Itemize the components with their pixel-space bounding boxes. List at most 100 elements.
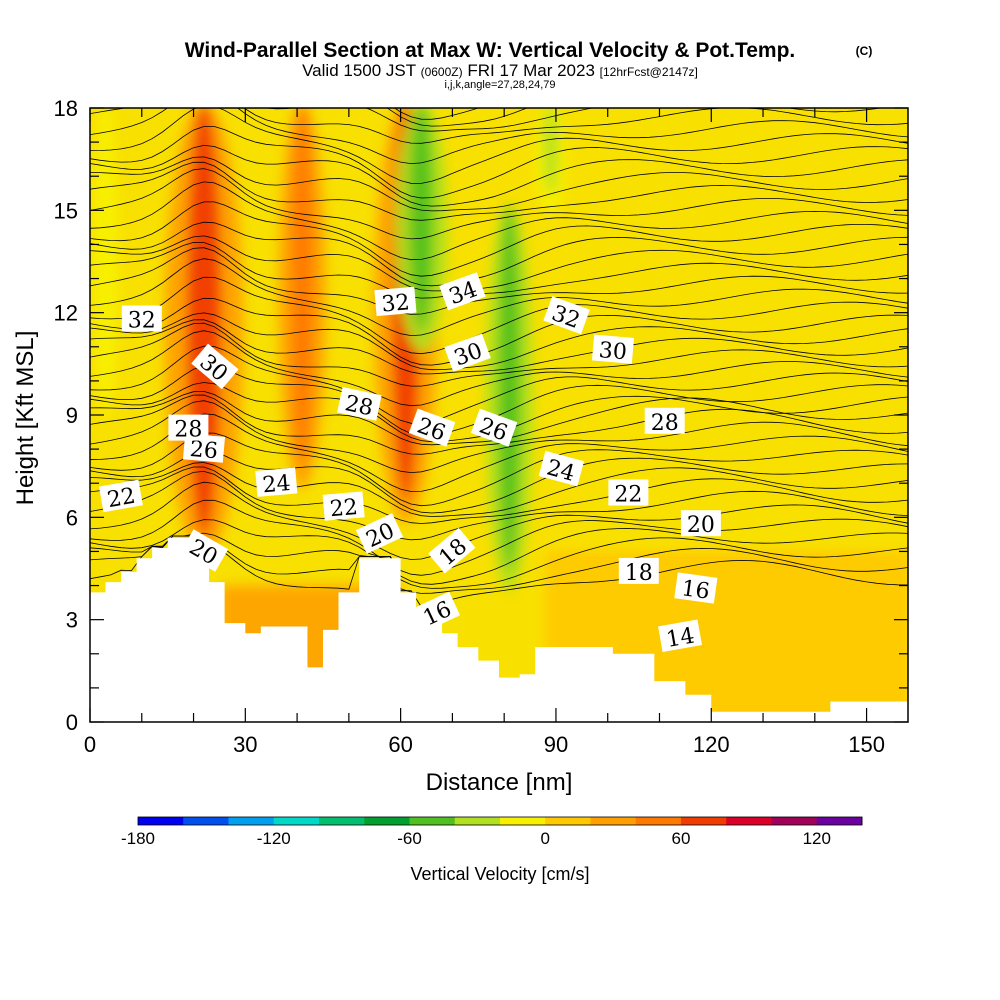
theta-label-box: [121, 305, 162, 332]
theta-label: 20: [680, 510, 721, 538]
theta-label-text: 22: [329, 495, 359, 522]
y-tick-label: 18: [54, 96, 78, 121]
theta-line: [90, 247, 908, 315]
colorbar-swatch: [364, 817, 410, 825]
chart-title: Wind-Parallel Section at Max W: Vertical…: [185, 39, 796, 62]
theta-label-box: [674, 572, 718, 604]
colorbar-frame: [137, 816, 863, 826]
theta-label-text: 22: [614, 483, 642, 508]
theta-label-box: [591, 334, 635, 364]
copyright-mark: (C): [856, 44, 873, 58]
theta-label: 32: [374, 286, 417, 318]
theta-line: [90, 466, 908, 524]
theta-line: [90, 276, 908, 355]
chart-indices: i,j,k,angle=27,28,24,79: [444, 79, 555, 91]
colorbar-swatch: [500, 817, 546, 825]
theta-line: [90, 450, 908, 514]
theta-line: [386, 108, 528, 127]
theta-line: [90, 201, 908, 277]
theta-label-text: 18: [625, 561, 653, 586]
theta-line: [90, 297, 908, 366]
theta-label-box: [680, 510, 721, 537]
theta-label-box: [608, 479, 649, 506]
theta-line: [90, 519, 908, 585]
colorbar-swatch: [681, 817, 727, 825]
theta-label: 26: [470, 408, 518, 447]
theta-label-box: [428, 527, 476, 574]
x-axis-label: Distance [nm]: [426, 769, 573, 796]
colorbar-tick-label: -60: [397, 829, 422, 848]
colorbar-swatch: [228, 817, 275, 825]
theta-line: [90, 432, 908, 507]
theta-label: 22: [98, 479, 143, 513]
theta-line: [90, 322, 908, 387]
terrain-mask: [90, 537, 908, 722]
theta-label: 28: [337, 386, 382, 421]
theta-label-box: [191, 343, 239, 390]
theta-label-text: 26: [189, 437, 219, 464]
theta-line: [90, 161, 908, 221]
theta-label-box: [439, 272, 486, 311]
colorbar-tick-label: 60: [672, 829, 691, 848]
theta-label-box: [180, 529, 229, 572]
theta-line: [90, 91, 908, 107]
y-tick-label: 9: [66, 403, 78, 428]
x-tick-label: 120: [693, 732, 730, 757]
colorbar-swatch: [183, 817, 229, 825]
colorbar-tick-label: 120: [803, 829, 831, 848]
theta-label: 22: [322, 491, 365, 522]
theta-line: [90, 108, 908, 144]
theta-label-text: 28: [174, 418, 202, 443]
x-tick-label: 0: [84, 732, 96, 757]
theta-label: 32: [121, 305, 162, 334]
x-tick-label: 30: [233, 732, 257, 757]
theta-line: [90, 499, 908, 576]
theta-line: [90, 481, 908, 560]
theta-line: [90, 413, 908, 492]
axes: 0 30 60 90 120 150 0 3 6 9 12 15 18: [54, 96, 908, 757]
theta-label-text: 16: [680, 576, 711, 605]
colorbar-swatch: [138, 817, 184, 825]
theta-line: [90, 532, 908, 589]
theta-line: [90, 144, 908, 207]
theta-label-text: 22: [105, 484, 137, 513]
theta-label: 30: [591, 334, 635, 365]
theta-label-box: [408, 408, 456, 447]
theta-label: 14: [658, 619, 702, 653]
colorbar-swatch: [816, 817, 863, 825]
theta-line: [90, 535, 908, 608]
colorbar-swatch: [409, 817, 456, 825]
theta-label-text: 32: [128, 309, 156, 334]
theta-label-box: [618, 557, 659, 584]
w-plume-core: [291, 108, 313, 468]
theta-line: [264, 108, 883, 132]
y-axis-label: Height [Kft MSL]: [12, 331, 39, 506]
theta-line: [90, 330, 908, 407]
theta-label-box: [543, 296, 590, 335]
x-tick-label: 60: [388, 732, 412, 757]
theta-label: 26: [182, 433, 226, 464]
theta-line: [90, 258, 908, 337]
theta-label-text: 20: [687, 513, 715, 538]
theta-label-text: 28: [343, 391, 376, 421]
theta-label: 24: [255, 467, 298, 498]
colorbar-swatch: [319, 817, 365, 825]
theta-label-box: [538, 450, 585, 487]
theta-label-text: 24: [261, 471, 291, 498]
subtitle-date: FRI 17 Mar 2023: [467, 61, 595, 80]
theta-label-text: 30: [598, 338, 628, 365]
x-tick-label: 150: [848, 732, 885, 757]
colorbar-tick-label: 0: [541, 829, 550, 848]
colorbar-label: Vertical Velocity [cm/s]: [410, 864, 589, 884]
theta-label-box: [98, 479, 143, 513]
y-tick-label: 15: [54, 198, 78, 223]
theta-line: [90, 470, 908, 541]
theta-label-box: [444, 333, 491, 372]
colorbar-swatch: [590, 817, 637, 825]
subtitle-forecast: [12hrFcst@2147z]: [600, 65, 698, 79]
colorbar-swatch: [454, 817, 501, 825]
theta-label-box: [168, 414, 209, 441]
theta-label-box: [322, 491, 365, 521]
colorbar-tick-label: -180: [121, 829, 155, 848]
